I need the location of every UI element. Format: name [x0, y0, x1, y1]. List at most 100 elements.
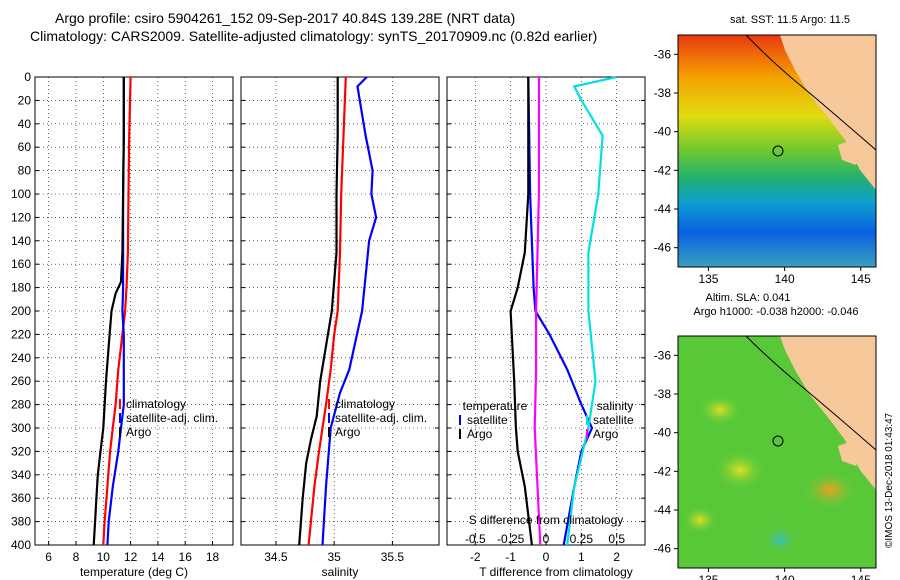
x-tick-label: 35.5 [381, 550, 405, 564]
y-tick-label: 400 [11, 538, 31, 552]
y-tick-label: 280 [11, 398, 31, 412]
sst-contour [745, 34, 877, 151]
y-tick-label: 220 [11, 327, 31, 341]
lat-tick-label: -44 [654, 202, 672, 216]
y-tick-label: 60 [18, 140, 32, 154]
x-tick-label: 8 [73, 550, 80, 564]
salinity-panel: 34.5 35 35.5 salinity climatologysatellite-a… [240, 76, 440, 579]
x-tick-label: 12 [124, 550, 138, 564]
x-tick-label: 6 [45, 550, 52, 564]
lon-tick-label: 140 [775, 573, 795, 580]
sst-frame [677, 34, 877, 268]
x-axis-label-secondary: S difference from climatology [469, 513, 624, 527]
sla-anomaly-blob [698, 394, 742, 426]
lon-tick-label: 135 [698, 272, 718, 286]
lat-tick-label: -42 [654, 163, 672, 177]
lat-tick-label: -36 [654, 348, 672, 362]
x-axis-label: temperature (deg C) [80, 565, 188, 579]
series-line-satellite-adj-clim- [321, 76, 378, 546]
y-tick-label: 300 [11, 421, 31, 435]
y-tick-label: 240 [11, 351, 31, 365]
y-tick-label: 160 [11, 257, 31, 271]
legend-label: satellite-adj. clim. [126, 411, 218, 425]
sla-anomaly-blob [762, 526, 798, 554]
map-axes: -36 -38 -40 -42 -44 -46 135 140 145 -36 -38 -40 -42 -… [654, 47, 871, 580]
s-tick-label: -0.25 [497, 532, 525, 546]
x-axis-label: salinity [322, 565, 359, 579]
difference-panel: -2 -1 0 1 2T difference from climatology temp… [446, 75, 646, 579]
x-tick-label: 0 [543, 550, 550, 564]
chart-title-line2: Climatology: CARS2009. Satellite-adjuste… [30, 28, 598, 44]
lat-tick-label: -46 [654, 542, 672, 556]
sst-title: sat. SST: 11.5 Argo: 11.5 [730, 14, 850, 26]
lat-tick-label: -38 [654, 387, 672, 401]
y-tick-label: 260 [11, 374, 31, 388]
s-tick-label: -0.5 [465, 532, 486, 546]
x-tick-label: 2 [613, 550, 620, 564]
lon-tick-label: 135 [698, 573, 718, 580]
series-line-t-argo [509, 77, 533, 546]
sla-anomaly-blob [802, 470, 858, 510]
lon-tick-label: 145 [851, 272, 871, 286]
x-tick-label: 34.5 [264, 550, 288, 564]
sst-land-tasmania [838, 140, 862, 165]
s-tick-label: 0.5 [608, 532, 625, 546]
legend-label: Argo [126, 425, 152, 439]
y-tick-label: 140 [11, 234, 31, 248]
x-axis-label: T difference from climatology [479, 565, 633, 579]
y-tick-label: 380 [11, 515, 31, 529]
sla-anomaly-blob [682, 506, 718, 534]
sla-contour [745, 335, 877, 451]
y-tick-label: 180 [11, 281, 31, 295]
y-tick-label: 100 [11, 187, 31, 201]
temperature-panel: 0 20 40 60 80 100 120 140 160 180 200 220 240 260 280 3… [11, 70, 234, 579]
x-tick-label: 14 [151, 550, 165, 564]
sla-title-1: Altim. SLA: 0.041 [706, 292, 791, 304]
lat-tick-label: -40 [654, 426, 672, 440]
legend-label: satellite [593, 413, 634, 427]
legend-label: satellite-adj. clim. [335, 411, 427, 425]
s-tick-label: 0 [543, 532, 550, 546]
lat-tick-label: -46 [654, 241, 672, 255]
y-tick-label: 340 [11, 468, 31, 482]
x-tick-label: 18 [206, 550, 220, 564]
lat-tick-label: -40 [654, 125, 672, 139]
y-tick-label: 40 [18, 117, 32, 131]
x-tick-label: 10 [97, 550, 111, 564]
credit-text: ©IMOS 13-Dec-2018 01:43:47 [884, 412, 895, 548]
sla-frame [677, 335, 877, 569]
y-tick-label: 80 [18, 164, 32, 178]
sla-anomaly-blob [714, 450, 766, 490]
lon-tick-label: 145 [851, 573, 871, 580]
sst-map: sat. SST: 11.5 Argo: 11.5 [677, 14, 877, 268]
legend-label: Argo [467, 427, 493, 441]
legend-title: salinity [597, 399, 634, 413]
x-tick-label: 35 [327, 550, 341, 564]
legend-label: Argo [335, 425, 361, 439]
y-tick-label: 20 [18, 93, 32, 107]
series-line-climatology [102, 76, 132, 546]
series-line-argo [92, 77, 125, 546]
y-tick-label: 0 [24, 70, 31, 84]
series-line-s-satellite [566, 75, 617, 546]
legend-label: Argo [593, 427, 619, 441]
chart-title-line1: Argo profile: csiro 5904261_152 09-Sep-2… [55, 10, 516, 26]
series-line-argo [298, 77, 339, 546]
lat-tick-label: -44 [654, 503, 672, 517]
s-tick-label: 0.25 [570, 532, 594, 546]
sla-map: Altim. SLA: 0.041 Argo h1000: -0.038 h20… [677, 292, 877, 569]
series-line-climatology [307, 76, 347, 546]
y-tick-label: 120 [11, 210, 31, 224]
x-tick-label: -1 [505, 550, 516, 564]
lat-tick-label: -42 [654, 464, 672, 478]
sla-land-tasmania [838, 441, 862, 466]
lat-tick-label: -38 [654, 86, 672, 100]
legend-label: satellite [467, 413, 508, 427]
sla-float-marker [772, 435, 784, 447]
lon-tick-label: 140 [775, 272, 795, 286]
legend-label: climatology [126, 397, 186, 411]
x-tick-label: 16 [179, 550, 193, 564]
y-tick-label: 200 [11, 304, 31, 318]
sla-title-2: Argo h1000: -0.038 h2000: -0.046 [693, 306, 858, 318]
